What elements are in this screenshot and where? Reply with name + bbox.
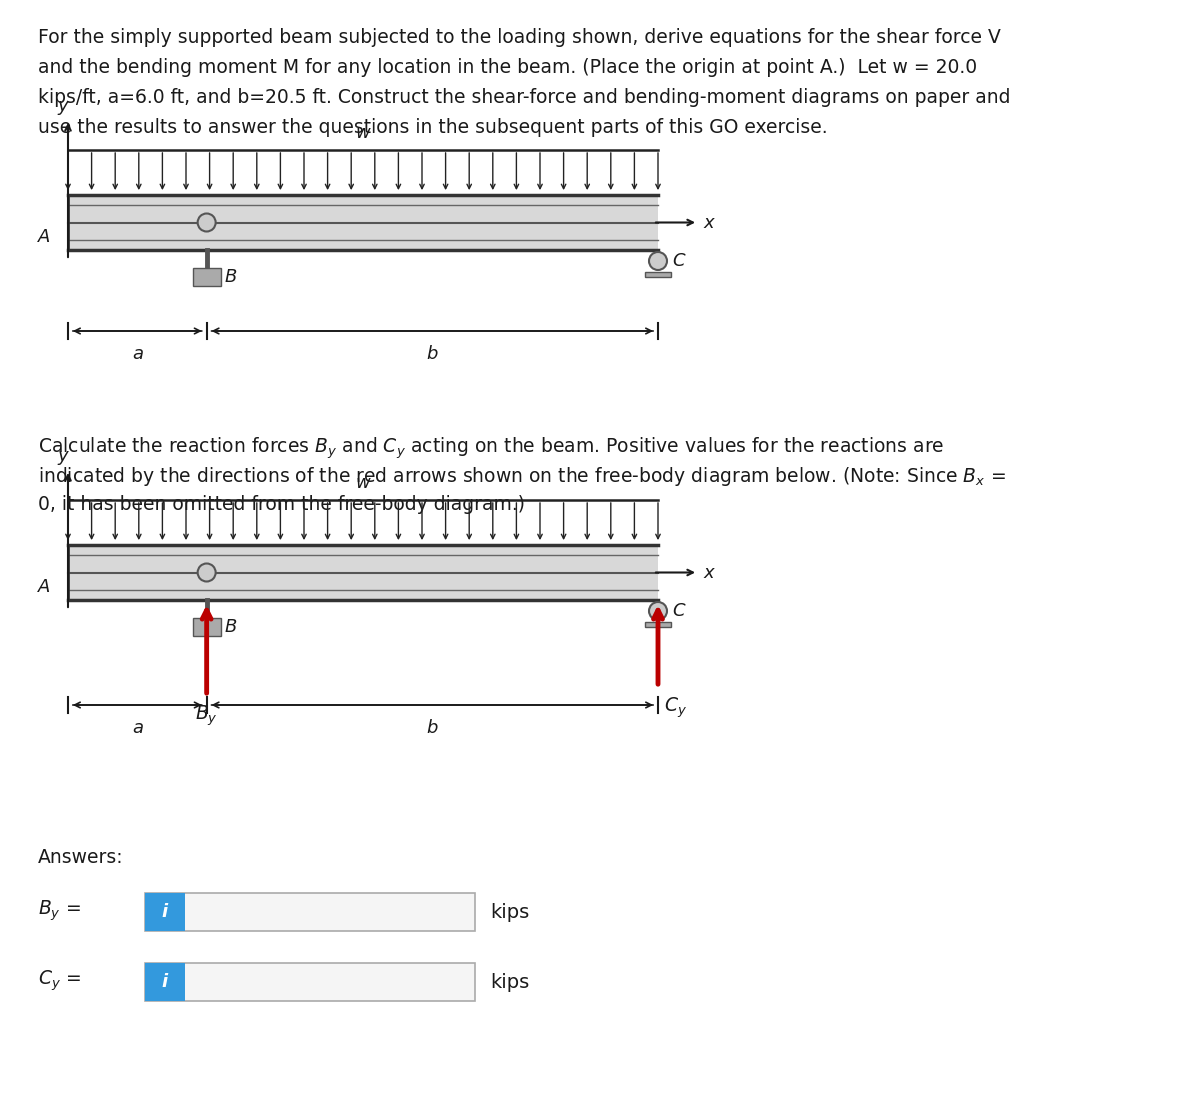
Text: A: A	[37, 229, 50, 246]
Text: $B_y$: $B_y$	[196, 704, 218, 728]
Bar	[68, 195, 658, 250]
Text: For the simply supported beam subjected to the loading shown, derive equations f: For the simply supported beam subjected …	[38, 28, 1001, 47]
Text: Answers:: Answers:	[38, 848, 124, 867]
Text: $C_y$ =: $C_y$ =	[38, 969, 82, 993]
Bar	[193, 618, 221, 636]
Bar	[646, 272, 671, 277]
Circle shape	[649, 252, 667, 270]
Text: indicated by the directions of the red arrows shown on the free-body diagram bel: indicated by the directions of the red a…	[38, 465, 1006, 488]
Bar	[145, 962, 185, 1001]
Bar	[145, 893, 185, 931]
Text: b: b	[427, 345, 438, 363]
Bar	[193, 268, 221, 286]
Text: i: i	[162, 974, 168, 991]
Text: i: i	[162, 903, 168, 921]
Circle shape	[198, 213, 216, 231]
Text: A: A	[37, 579, 50, 596]
Text: a: a	[132, 719, 143, 737]
Bar	[646, 621, 671, 627]
Text: kips/ft, a=6.0 ft, and b=20.5 ft. Construct the shear-force and bending-moment d: kips/ft, a=6.0 ft, and b=20.5 ft. Constr…	[38, 88, 1010, 107]
Circle shape	[198, 563, 216, 582]
Text: B: B	[224, 268, 238, 286]
Text: C: C	[672, 252, 685, 270]
Text: x: x	[703, 563, 714, 582]
Text: 0, it has been omitted from the free-body diagram.): 0, it has been omitted from the free-bod…	[38, 495, 526, 514]
Text: kips: kips	[490, 972, 529, 991]
Text: Calculate the reaction forces $B_y$ and $C_y$ acting on the beam. Positive value: Calculate the reaction forces $B_y$ and …	[38, 434, 944, 461]
Text: w: w	[355, 124, 371, 142]
Text: b: b	[427, 719, 438, 737]
Circle shape	[649, 602, 667, 620]
Bar	[145, 962, 475, 1001]
Text: x: x	[703, 213, 714, 231]
Text: $B_y$ =: $B_y$ =	[38, 899, 80, 923]
Text: and the bending moment M for any location in the beam. (Place the origin at poin: and the bending moment M for any locatio…	[38, 58, 977, 77]
Text: C: C	[672, 602, 685, 620]
Text: B: B	[224, 618, 238, 636]
Text: y: y	[58, 447, 68, 465]
Bar	[68, 544, 658, 600]
Text: a: a	[132, 345, 143, 363]
Text: use the results to answer the questions in the subsequent parts of this GO exerc: use the results to answer the questions …	[38, 118, 828, 138]
Text: kips: kips	[490, 902, 529, 922]
Bar	[145, 893, 475, 931]
Text: y: y	[58, 97, 68, 116]
Text: w: w	[355, 474, 371, 492]
Text: $C_y$: $C_y$	[664, 695, 688, 719]
